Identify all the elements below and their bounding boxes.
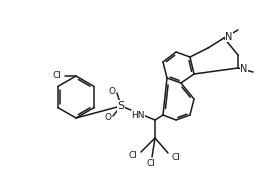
Text: Cl: Cl — [129, 151, 137, 161]
Text: O: O — [105, 113, 111, 123]
Text: S: S — [117, 101, 124, 111]
Text: O: O — [108, 86, 115, 96]
Text: N: N — [240, 64, 247, 74]
Text: Cl: Cl — [147, 159, 155, 169]
Text: N: N — [225, 32, 232, 42]
Text: Cl: Cl — [171, 153, 180, 162]
Text: Cl: Cl — [53, 71, 61, 81]
Text: HN: HN — [131, 111, 145, 120]
